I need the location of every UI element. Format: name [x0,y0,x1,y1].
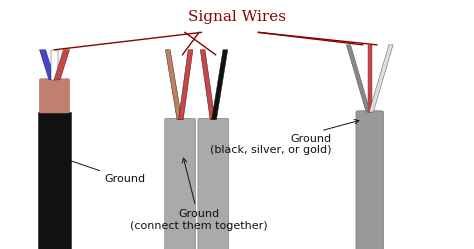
FancyBboxPatch shape [356,111,383,249]
Polygon shape [200,50,215,120]
Polygon shape [165,50,182,120]
Polygon shape [368,45,372,112]
Polygon shape [52,50,58,80]
Text: Signal Wires: Signal Wires [188,10,286,24]
FancyBboxPatch shape [164,118,195,249]
Polygon shape [346,45,370,112]
Bar [38,112,71,249]
Text: Ground
(black, silver, or gold): Ground (black, silver, or gold) [210,120,359,155]
Polygon shape [39,50,55,80]
Polygon shape [212,50,228,120]
Polygon shape [369,45,393,112]
Text: Ground
(connect them together): Ground (connect them together) [130,158,268,231]
Polygon shape [179,50,193,120]
Polygon shape [54,50,70,80]
FancyBboxPatch shape [39,79,70,113]
FancyBboxPatch shape [198,118,228,249]
Text: Ground: Ground [56,155,146,184]
